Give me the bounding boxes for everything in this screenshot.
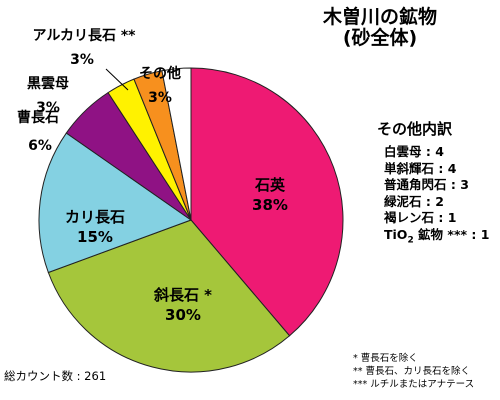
slice-label-0: 石英 (254, 176, 286, 194)
slice-value-4: 3% (36, 100, 60, 116)
slice-value-5: 3% (70, 52, 94, 68)
tio2-subscript: 2 (407, 235, 414, 245)
slice-label-1: 斜長石 * (153, 286, 212, 304)
slice-value-3: 6% (28, 138, 52, 154)
other-item: 褐レン石 : 1 (384, 210, 457, 225)
slice-label-4: 黒雲母 (27, 75, 69, 92)
other-breakdown-title: その他内訳 (377, 120, 453, 138)
slice-value-6: 3% (148, 90, 172, 106)
pie-slice-6 (161, 67, 192, 221)
other-breakdown: その他内訳 白雲母 : 4 単斜輝石 : 4 普通角閃石 : 3 緑泥石 : 2… (377, 118, 489, 249)
slice-value-1: 30% (165, 306, 201, 324)
footnote: * 曹長石を除く (353, 353, 418, 364)
slice-value-2: 15% (77, 228, 113, 246)
footnote: ** 曹長石、カリ長石を除く (353, 366, 471, 377)
slice-label-2: カリ長石 (65, 208, 125, 226)
tio2-prefix: TiO (384, 226, 408, 242)
other-item: 単斜輝石 : 4 (384, 160, 457, 176)
other-item: 普通角閃石 : 3 (384, 177, 469, 192)
slice-label-3: 曹長石 (17, 109, 59, 126)
total-count: 総カウント数 : 261 (4, 369, 107, 383)
footnotes: * 曹長石を除く ** 曹長石、カリ長石を除く *** ルチルまたはアナテース (353, 352, 474, 391)
other-item: 白雲母 : 4 (384, 144, 444, 159)
slice-label-6: その他 (139, 65, 181, 82)
chart-title-block: 木曽川の鉱物 (砂全体) (300, 7, 460, 49)
other-item-tio2: TiO2 鉱物 *** : 1 (384, 227, 489, 249)
chart-subtitle: (砂全体) (342, 27, 418, 49)
pie-slice-1 (47, 219, 291, 373)
tio2-suffix: 鉱物 *** : 1 (413, 226, 490, 242)
pie-slice-2 (38, 132, 193, 274)
chart-title: 木曽川の鉱物 (322, 6, 437, 28)
footnote: *** ルチルまたはアナテース (353, 379, 475, 390)
slice-value-0: 38% (252, 196, 288, 214)
slice-label-5: アルカリ長石 ** (33, 28, 137, 44)
other-item: 緑泥石 : 2 (384, 193, 444, 209)
pie-slice-0 (190, 67, 344, 337)
leader-line-5 (105, 68, 129, 91)
